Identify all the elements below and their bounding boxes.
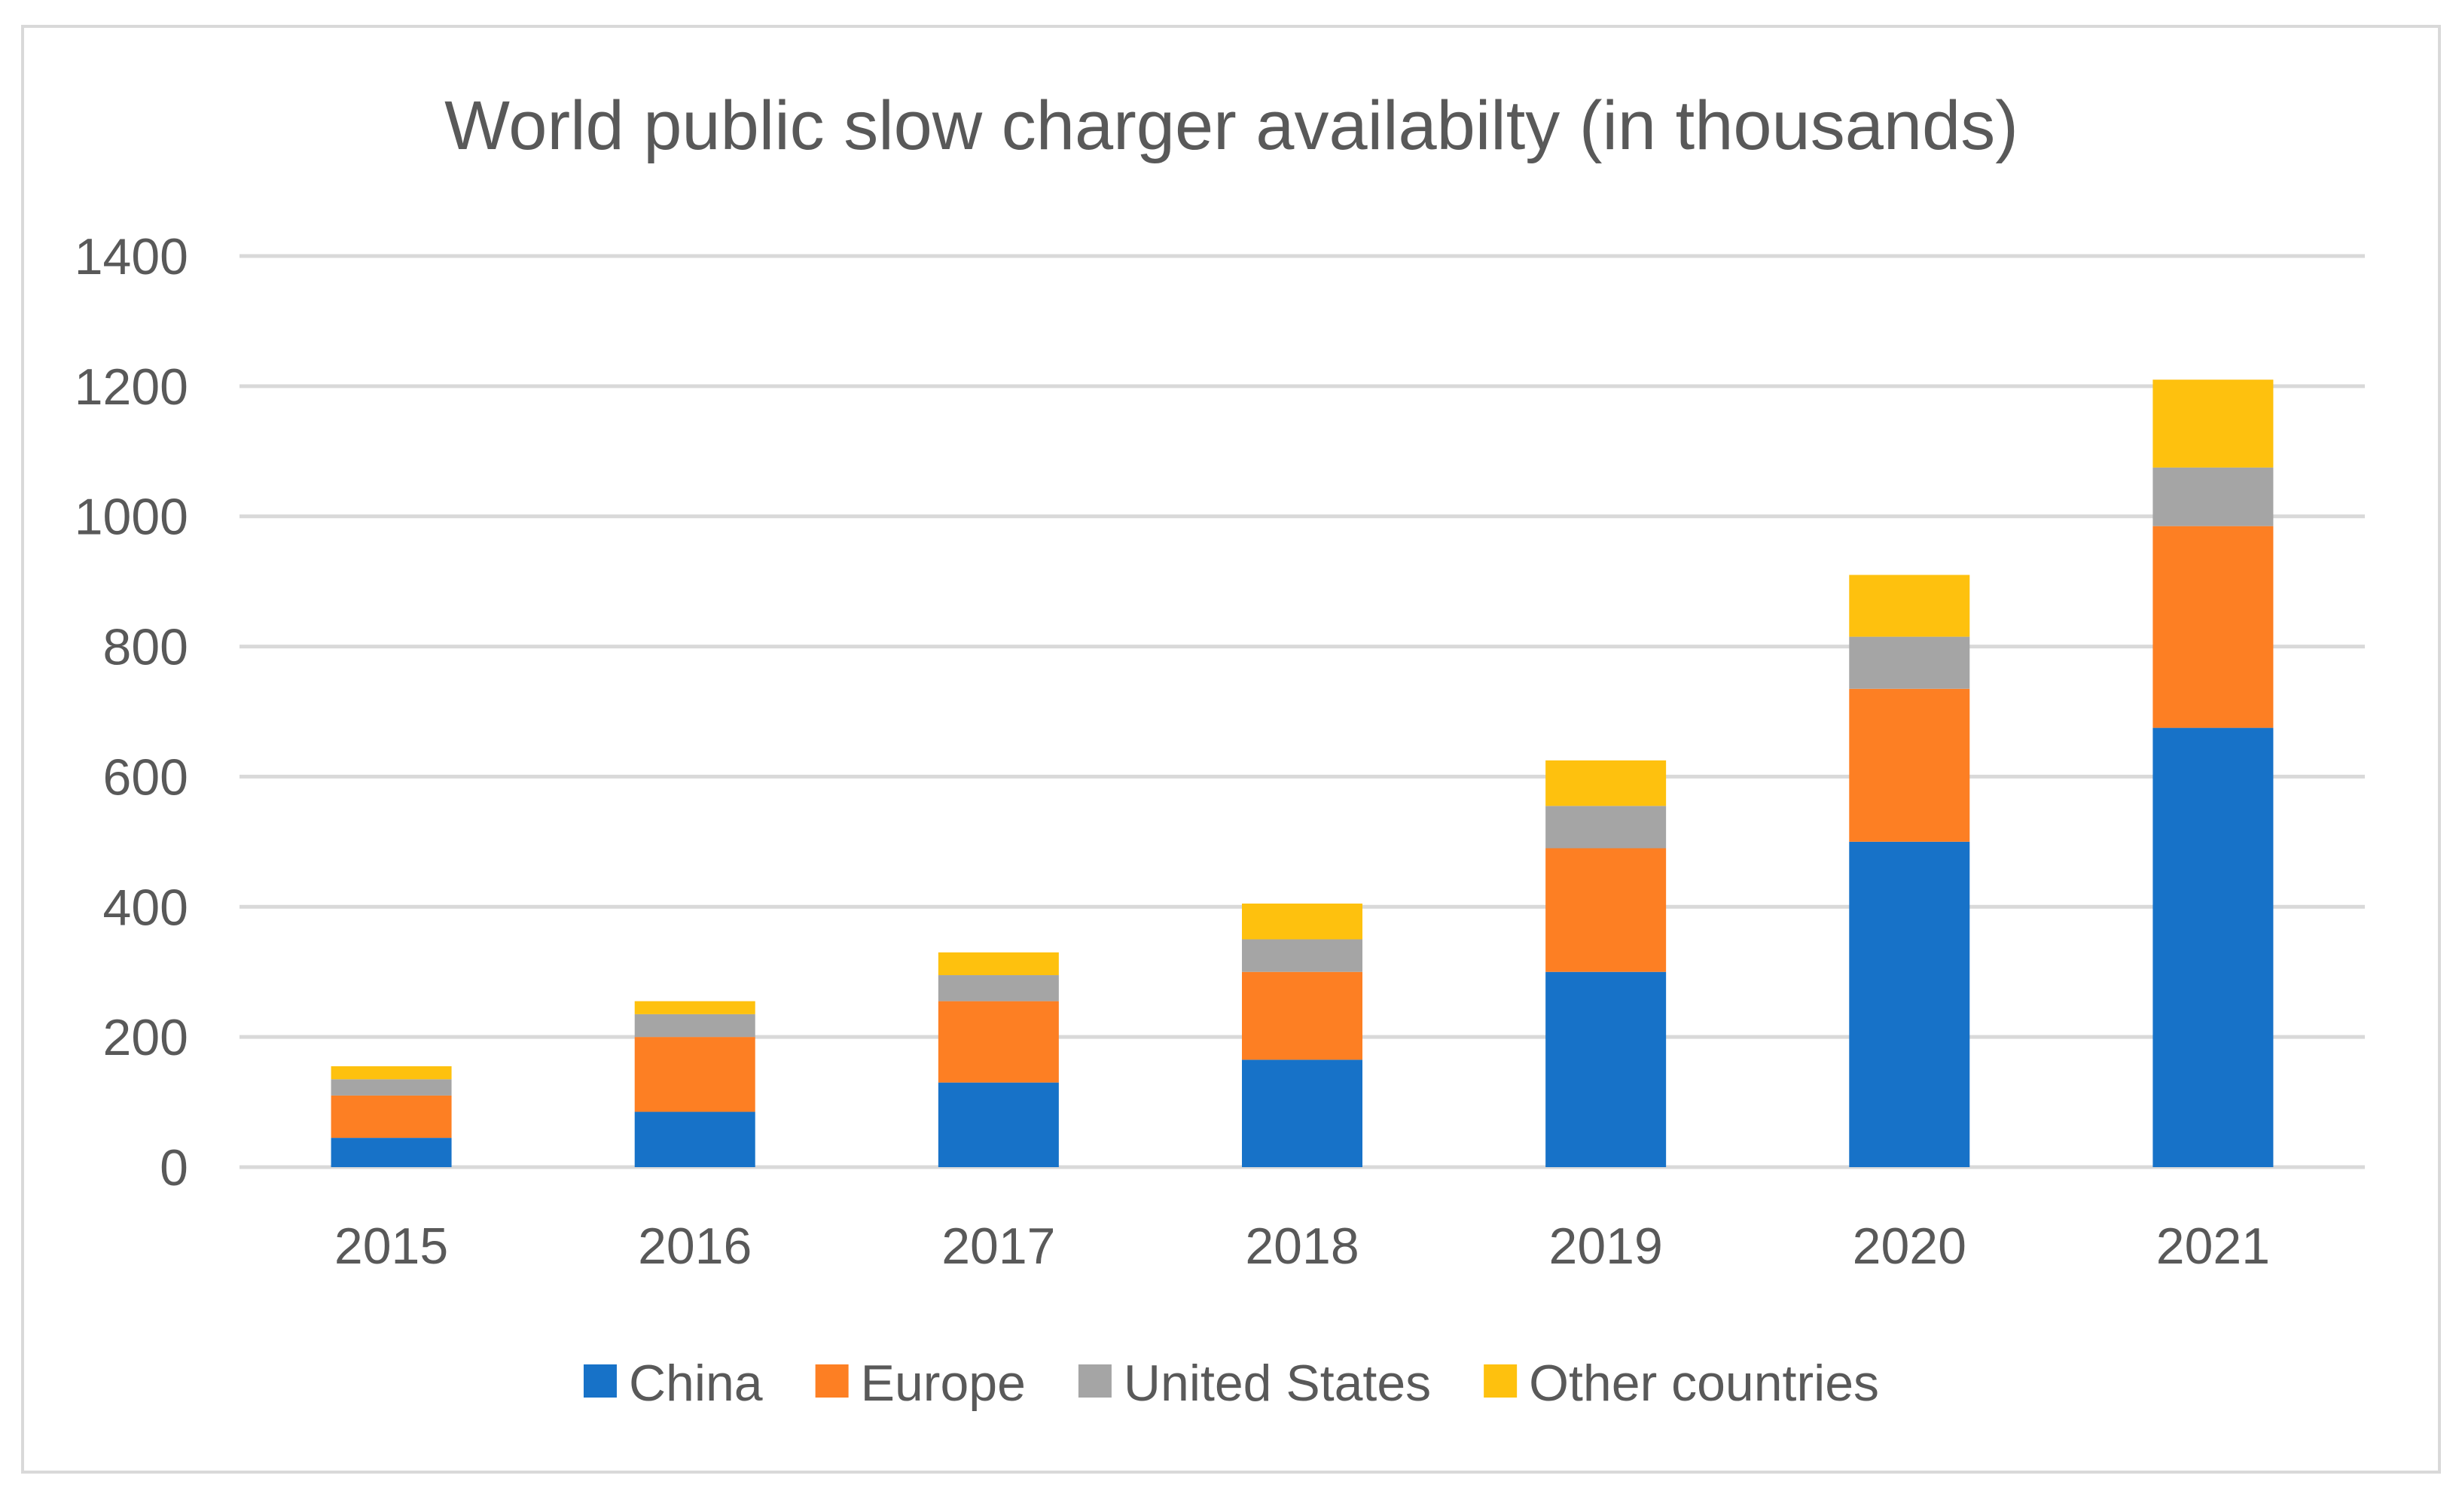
y-tick-label: 0 — [160, 1139, 188, 1196]
bar-united-states-2017 — [938, 975, 1059, 1001]
bar-united-states-2021 — [2152, 467, 2274, 526]
bar-other-countries-2021 — [2152, 380, 2274, 468]
legend-swatch-europe — [815, 1364, 849, 1398]
bar-other-countries-2017 — [938, 952, 1059, 976]
bar-other-countries-2020 — [1849, 575, 1970, 637]
bar-europe-2019 — [1545, 848, 1667, 972]
bar-china-2018 — [1242, 1059, 1362, 1167]
bar-united-states-2020 — [1849, 636, 1970, 689]
legend-swatch-united-states — [1078, 1364, 1112, 1398]
y-tick-label: 600 — [103, 748, 188, 806]
legend-swatch-other-countries — [1484, 1364, 1518, 1398]
y-tick-label: 800 — [103, 619, 188, 676]
chart-frame — [21, 25, 2441, 1474]
bar-europe-2021 — [2152, 526, 2274, 728]
bar-china-2017 — [938, 1082, 1059, 1167]
legend-label: Europe — [861, 1355, 1026, 1412]
legend-label: China — [629, 1355, 763, 1412]
bar-united-states-2015 — [331, 1079, 452, 1096]
x-tick-label: 2021 — [2156, 1218, 2270, 1275]
bar-china-2020 — [1849, 841, 1970, 1167]
bar-europe-2017 — [938, 1001, 1059, 1083]
bar-united-states-2018 — [1242, 939, 1362, 972]
x-tick-label: 2015 — [334, 1218, 448, 1275]
gridlines — [239, 254, 2365, 1169]
bar-other-countries-2019 — [1545, 760, 1667, 806]
bar-europe-2020 — [1849, 688, 1970, 842]
legend-label: United States — [1124, 1355, 1431, 1412]
bar-europe-2018 — [1242, 971, 1362, 1060]
x-tick-label: 2018 — [1245, 1218, 1359, 1275]
x-axis-tick-labels: 2015 2016 2017 2018 2019 2020 2021 — [334, 1218, 2270, 1275]
chart-title: World public slow charger availabilty (i… — [444, 87, 2018, 164]
bar-united-states-2019 — [1545, 806, 1667, 849]
legend: China Europe United States Other countries — [583, 1355, 1879, 1412]
legend-swatch-china — [583, 1364, 617, 1398]
y-tick-label: 1400 — [75, 228, 188, 285]
bar-china-2021 — [2152, 727, 2274, 1167]
bar-china-2015 — [331, 1138, 452, 1167]
bar-united-states-2016 — [634, 1014, 755, 1038]
x-tick-label: 2017 — [941, 1218, 1055, 1275]
y-tick-label: 1000 — [75, 489, 188, 546]
bar-other-countries-2015 — [331, 1066, 452, 1080]
y-tick-label: 1200 — [75, 358, 188, 416]
y-tick-label: 200 — [103, 1009, 188, 1066]
bar-other-countries-2016 — [634, 1001, 755, 1014]
bars — [331, 380, 2274, 1167]
bar-other-countries-2018 — [1242, 903, 1362, 940]
bar-europe-2016 — [634, 1037, 755, 1112]
x-tick-label: 2019 — [1549, 1218, 1663, 1275]
y-axis-tick-labels: 0 200 400 600 800 1000 1200 1400 — [75, 228, 188, 1196]
x-tick-label: 2020 — [1853, 1218, 1966, 1275]
x-tick-label: 2016 — [638, 1218, 752, 1275]
bar-china-2019 — [1545, 971, 1667, 1167]
bar-china-2016 — [634, 1111, 755, 1167]
legend-label: Other countries — [1529, 1355, 1879, 1412]
bar-europe-2015 — [331, 1095, 452, 1139]
y-tick-label: 400 — [103, 879, 188, 936]
